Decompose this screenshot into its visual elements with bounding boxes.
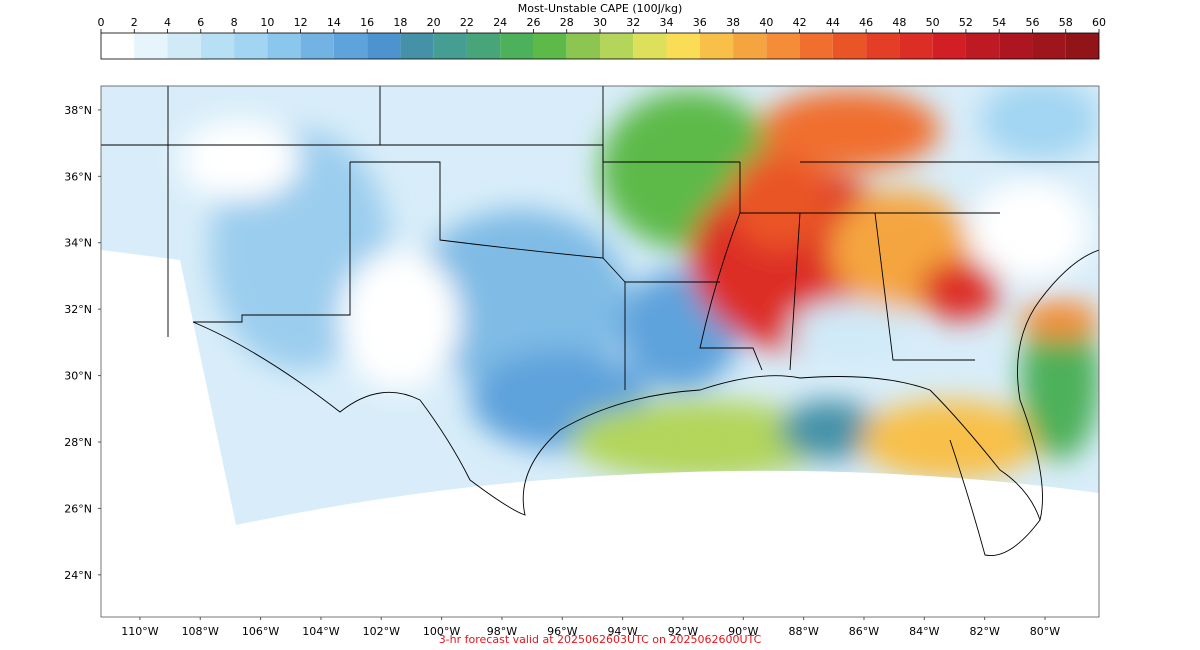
colorbar-tick-label: 18 [393, 16, 407, 29]
lon-tick-label: 100°W [423, 625, 460, 638]
colorbar-segment [367, 33, 401, 59]
colorbar-segment [733, 33, 767, 59]
colorbar-frame [100, 32, 1100, 60]
colorbar-tick-label: 2 [131, 16, 138, 29]
lat-tick-label: 32°N [64, 303, 92, 316]
colorbar-segment [999, 33, 1033, 59]
lon-tick-label: 82°W [969, 625, 999, 638]
colorbar-segment [433, 33, 467, 59]
lat-tick-label: 38°N [64, 104, 92, 117]
colorbar-tick-label: 50 [926, 16, 940, 29]
colorbar-segment [267, 33, 301, 59]
colorbar-segment [866, 33, 900, 59]
map-frame [100, 85, 1100, 618]
colorbar-tick-label: 48 [892, 16, 906, 29]
colorbar-segment [533, 33, 567, 59]
lat-tick-label: 30°N [64, 370, 92, 383]
lat-tick-label: 36°N [64, 170, 92, 183]
colorbar-segment [466, 33, 501, 59]
cape-field [101, 86, 1099, 557]
colorbar-tick-label: 14 [327, 16, 341, 29]
colorbar-tick-label: 32 [626, 16, 640, 29]
colorbar-tick-label: 34 [660, 16, 674, 29]
colorbar-segment [699, 33, 734, 59]
colorbar-segment [134, 33, 168, 59]
colorbar-tick-label: 30 [593, 16, 607, 29]
colorbar-tick-label: 46 [859, 16, 873, 29]
colorbar-segment [633, 33, 667, 59]
lat-tick-label: 34°N [64, 237, 92, 250]
boundaries [101, 86, 1099, 557]
lon-tick-label: 88°W [788, 625, 818, 638]
colorbar-segment [600, 33, 634, 59]
colorbar-tick-label: 20 [427, 16, 441, 29]
lon-tick-label: 94°W [607, 625, 637, 638]
lon-tick-label: 110°W [121, 625, 158, 638]
lon-tick-label: 104°W [302, 625, 339, 638]
colorbar-segment [766, 33, 800, 59]
colorbar-tick-label: 44 [826, 16, 840, 29]
lon-tick-label: 92°W [668, 625, 698, 638]
colorbar-tick-label: 22 [460, 16, 474, 29]
colorbar-tick-label: 10 [260, 16, 274, 29]
colorbar-segment [932, 33, 966, 59]
colorbar-tick-label: 8 [231, 16, 238, 29]
colorbar-segment [566, 33, 600, 59]
colorbar-segment [333, 33, 368, 59]
colorbar: 0 2 4 6 8 10 12 14 16 18 20 22 24 26 28 30 32 34 36 38 40 42 4… [98, 16, 1106, 59]
colorbar-segment [167, 33, 201, 59]
lon-tick-label: 96°W [547, 625, 577, 638]
lat-tick-label: 24°N [64, 569, 92, 582]
colorbar-tick-label: 4 [164, 16, 171, 29]
colorbar-tick-label: 6 [197, 16, 204, 29]
lon-tick-label: 98°W [487, 625, 517, 638]
colorbar-segment [899, 33, 933, 59]
lon-tick-label: 102°W [363, 625, 400, 638]
map-axes: 110°W 108°W 106°W 104°W 102°W 100°W 98°W 96°W 94… [64, 104, 1060, 638]
colorbar-tick-label: 38 [726, 16, 740, 29]
lat-tick-label: 26°N [64, 502, 92, 515]
colorbar-tick-label: 16 [360, 16, 374, 29]
colorbar-tick-label: 42 [793, 16, 807, 29]
colorbar-tick-label: 60 [1092, 16, 1106, 29]
lon-tick-label: 90°W [728, 625, 758, 638]
lon-tick-label: 84°W [909, 625, 939, 638]
colorbar-tick-label: 58 [1059, 16, 1073, 29]
colorbar-segment [799, 33, 833, 59]
colorbar-tick-label: 26 [526, 16, 540, 29]
colorbar-tick-label: 24 [493, 16, 507, 29]
lon-tick-label: 106°W [242, 625, 279, 638]
colorbar-segment [965, 33, 1000, 59]
colorbar-label: Most-Unstable CAPE (100J/kg) [518, 2, 683, 15]
colorbar-tick-label: 54 [992, 16, 1006, 29]
colorbar-segment [101, 33, 135, 59]
lat-tick-label: 28°N [64, 436, 92, 449]
colorbar-tick-label: 40 [759, 16, 773, 29]
lon-tick-label: 80°W [1030, 625, 1060, 638]
colorbar-tick-label: 52 [959, 16, 973, 29]
colorbar-segment [666, 33, 700, 59]
colorbar-tick-label: 0 [98, 16, 105, 29]
colorbar-tick-label: 36 [693, 16, 707, 29]
colorbar-segment [234, 33, 268, 59]
colorbar-tick-label: 56 [1025, 16, 1039, 29]
lon-tick-label: 86°W [849, 625, 879, 638]
colorbar-segment [832, 33, 867, 59]
colorbar-segment [1065, 33, 1099, 59]
forecast-note: 3-hr forecast valid at 2025062603UTC on … [439, 633, 762, 646]
colorbar-segment [500, 33, 534, 59]
colorbar-segment [1032, 33, 1066, 59]
lon-tick-label: 108°W [182, 625, 219, 638]
colorbar-segment [300, 33, 334, 59]
colorbar-segment [400, 33, 434, 59]
colorbar-segment [200, 33, 235, 59]
colorbar-tick-label: 28 [560, 16, 574, 29]
colorbar-tick-label: 12 [294, 16, 308, 29]
